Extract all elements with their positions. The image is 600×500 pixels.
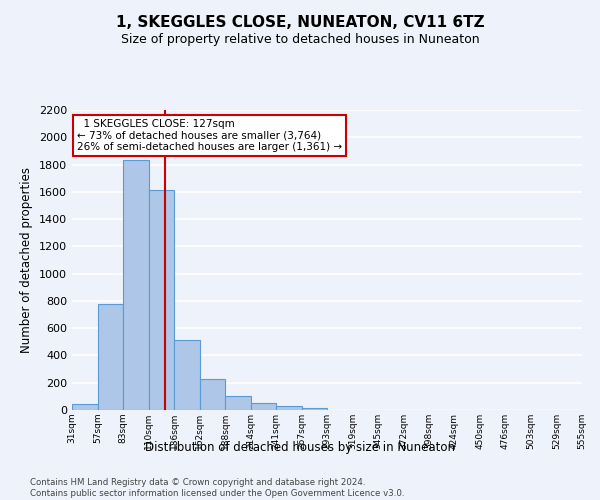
Bar — [123, 160, 149, 410]
Text: Contains HM Land Registry data © Crown copyright and database right 2024.
Contai: Contains HM Land Registry data © Crown c… — [30, 478, 404, 498]
Bar — [72, 404, 97, 410]
Y-axis label: Number of detached properties: Number of detached properties — [20, 167, 34, 353]
Bar — [174, 340, 199, 410]
Text: Size of property relative to detached houses in Nuneaton: Size of property relative to detached ho… — [121, 32, 479, 46]
Bar — [302, 408, 327, 410]
Text: 1 SKEGGLES CLOSE: 127sqm  
← 73% of detached houses are smaller (3,764)
26% of s: 1 SKEGGLES CLOSE: 127sqm ← 73% of detach… — [77, 119, 342, 152]
Bar — [97, 304, 123, 410]
Text: Distribution of detached houses by size in Nuneaton: Distribution of detached houses by size … — [145, 441, 455, 454]
Bar — [149, 190, 174, 410]
Bar — [276, 406, 302, 410]
Bar — [225, 396, 251, 410]
Bar — [199, 378, 225, 410]
Bar — [251, 402, 276, 410]
Text: 1, SKEGGLES CLOSE, NUNEATON, CV11 6TZ: 1, SKEGGLES CLOSE, NUNEATON, CV11 6TZ — [116, 15, 484, 30]
